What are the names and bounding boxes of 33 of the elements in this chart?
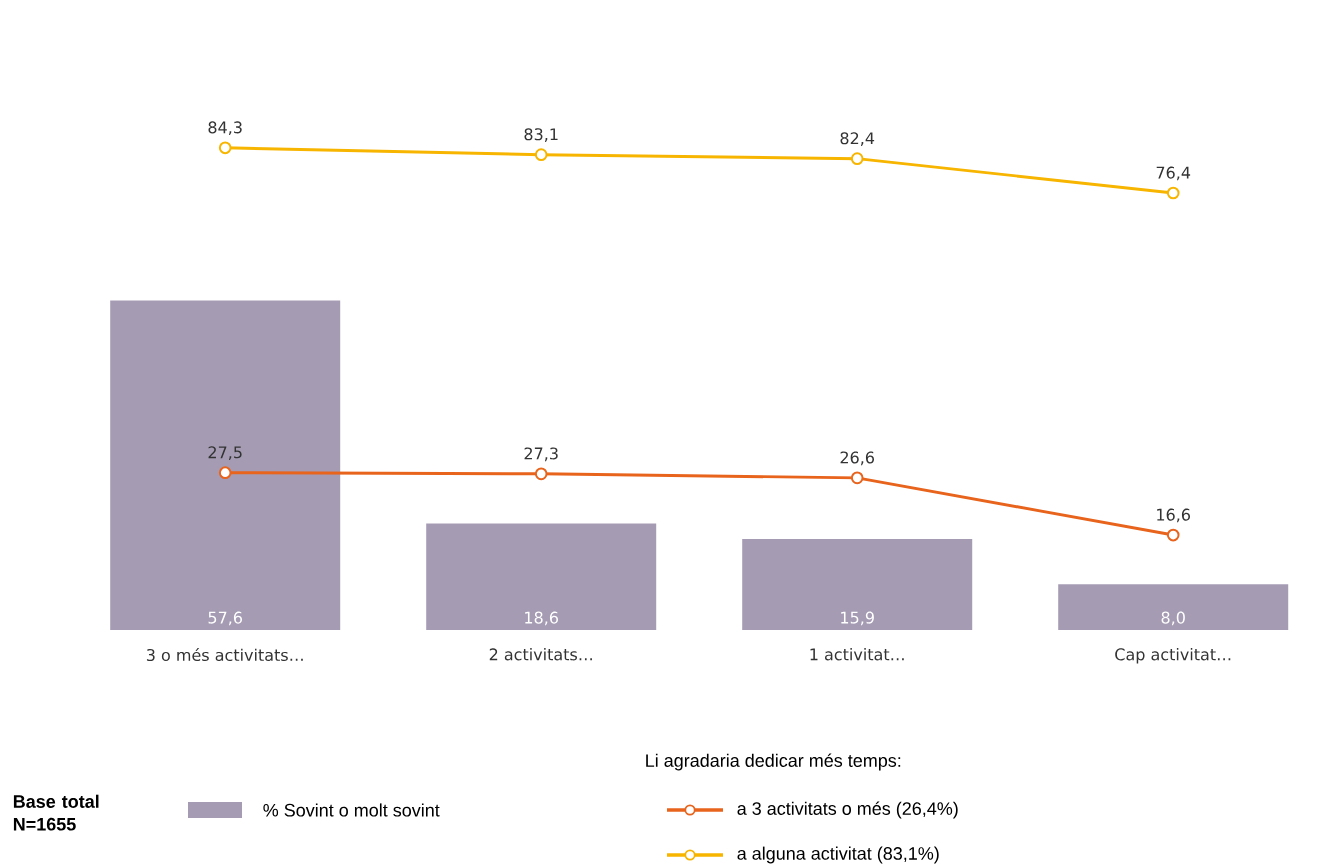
data-label: 8,0 — [1161, 611, 1185, 626]
point — [850, 152, 864, 165]
data-label: 27,3 — [524, 447, 558, 462]
data-label: 27,5 — [208, 446, 242, 460]
legend-title: Li agradaria dedicar més temps: — [646, 753, 901, 771]
data-label: 84,3 — [208, 121, 242, 136]
x-tick-label: 1 activitat… — [810, 648, 904, 661]
data-label: 15,9 — [841, 611, 874, 626]
bar — [1058, 584, 1289, 630]
x-tick-label: 2 activitats… — [489, 648, 592, 661]
point — [534, 467, 548, 481]
data-label: 16,6 — [1157, 508, 1191, 523]
legend-label: % Sovint o molt sovint — [263, 803, 440, 817]
data-label: 76,4 — [1156, 166, 1191, 181]
point — [1166, 186, 1180, 200]
data-label: 26,6 — [840, 451, 875, 466]
data-label: 18,6 — [525, 611, 559, 626]
x-tick-label: Cap activitat… — [1115, 648, 1231, 664]
point — [218, 141, 232, 155]
text: Base total N=1655 — [13, 794, 99, 831]
legend-label: a alguna activitat (83,1%) — [737, 846, 939, 864]
legend-label: a 3 activitats o més (26,4%) — [737, 801, 958, 819]
point — [218, 466, 232, 480]
x-tick-label: 3 o més activitats… — [146, 648, 303, 662]
point — [850, 471, 864, 485]
data-label: 57,6 — [208, 611, 243, 626]
point — [1166, 528, 1180, 542]
bar — [110, 300, 341, 630]
data-label: 83,1 — [524, 128, 558, 142]
bar — [426, 523, 657, 630]
bar — [742, 539, 973, 630]
point — [534, 148, 548, 161]
data-label: 82,4 — [840, 132, 875, 146]
